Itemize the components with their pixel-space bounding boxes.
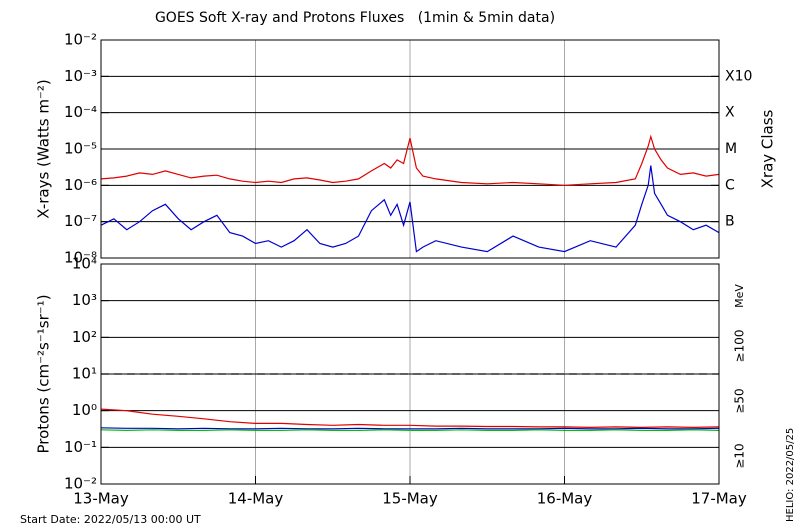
y-tick-label: 10⁰ bbox=[72, 401, 97, 419]
x-tick-label: 13-May bbox=[73, 490, 129, 508]
y-tick-label: 10⁻⁵ bbox=[64, 140, 97, 158]
y-tick-label: 10⁻⁶ bbox=[64, 176, 97, 194]
y-tick-label: 10⁻¹ bbox=[64, 438, 97, 456]
y-tick-label: 10¹ bbox=[72, 365, 97, 383]
x-tick-label: 14-May bbox=[228, 490, 284, 508]
y2-tick-label: M bbox=[725, 141, 737, 157]
series-line bbox=[100, 408, 720, 429]
chart-title: GOES Soft X-ray and Protons Fluxes (1min… bbox=[155, 10, 555, 26]
series-line bbox=[100, 429, 720, 432]
y-tick-label: 10⁻⁸ bbox=[64, 249, 97, 267]
y2-tick-label: C bbox=[725, 177, 735, 193]
x-tick-label: 15-May bbox=[382, 490, 438, 508]
y-tick-label: 10⁻³ bbox=[64, 67, 97, 85]
legend-entry: ≥50 bbox=[733, 388, 747, 413]
y-tick-label: 10⁴ bbox=[72, 255, 97, 273]
plot-frame bbox=[100, 39, 720, 259]
series-line bbox=[100, 134, 720, 186]
x-tick-label: 16-May bbox=[537, 490, 593, 508]
series-line bbox=[100, 427, 720, 430]
y-tick-label: 10³ bbox=[72, 291, 97, 309]
legend-entry: ≥10 bbox=[733, 443, 747, 468]
y-axis-title: Protons (cm⁻²s⁻¹sr⁻¹) bbox=[35, 294, 53, 453]
y-tick-label: 10⁻⁴ bbox=[64, 103, 97, 121]
helio-date: HELIO: 2022/05/25 bbox=[785, 428, 796, 522]
y-tick-label: 10⁻⁷ bbox=[64, 212, 97, 230]
start-date: Start Date: 2022/05/13 00:00 UT bbox=[20, 513, 201, 526]
y-axis-title: X-rays (Watts m⁻²) bbox=[35, 79, 53, 218]
y-tick-label: 10⁻² bbox=[64, 31, 97, 49]
y2-tick-label: X10 bbox=[725, 68, 752, 84]
y-tick-label: 10² bbox=[72, 328, 97, 346]
y2-tick-label: X bbox=[725, 105, 735, 121]
y2-axis-title: Xray Class bbox=[759, 109, 777, 188]
x-tick-label: 17-May bbox=[691, 490, 747, 508]
y-tick-label: 10⁻² bbox=[64, 475, 97, 493]
legend-entry: ≥100 bbox=[733, 330, 747, 363]
legend-title: MeV bbox=[733, 284, 746, 308]
series-line bbox=[100, 165, 720, 253]
y2-tick-label: B bbox=[725, 214, 735, 230]
